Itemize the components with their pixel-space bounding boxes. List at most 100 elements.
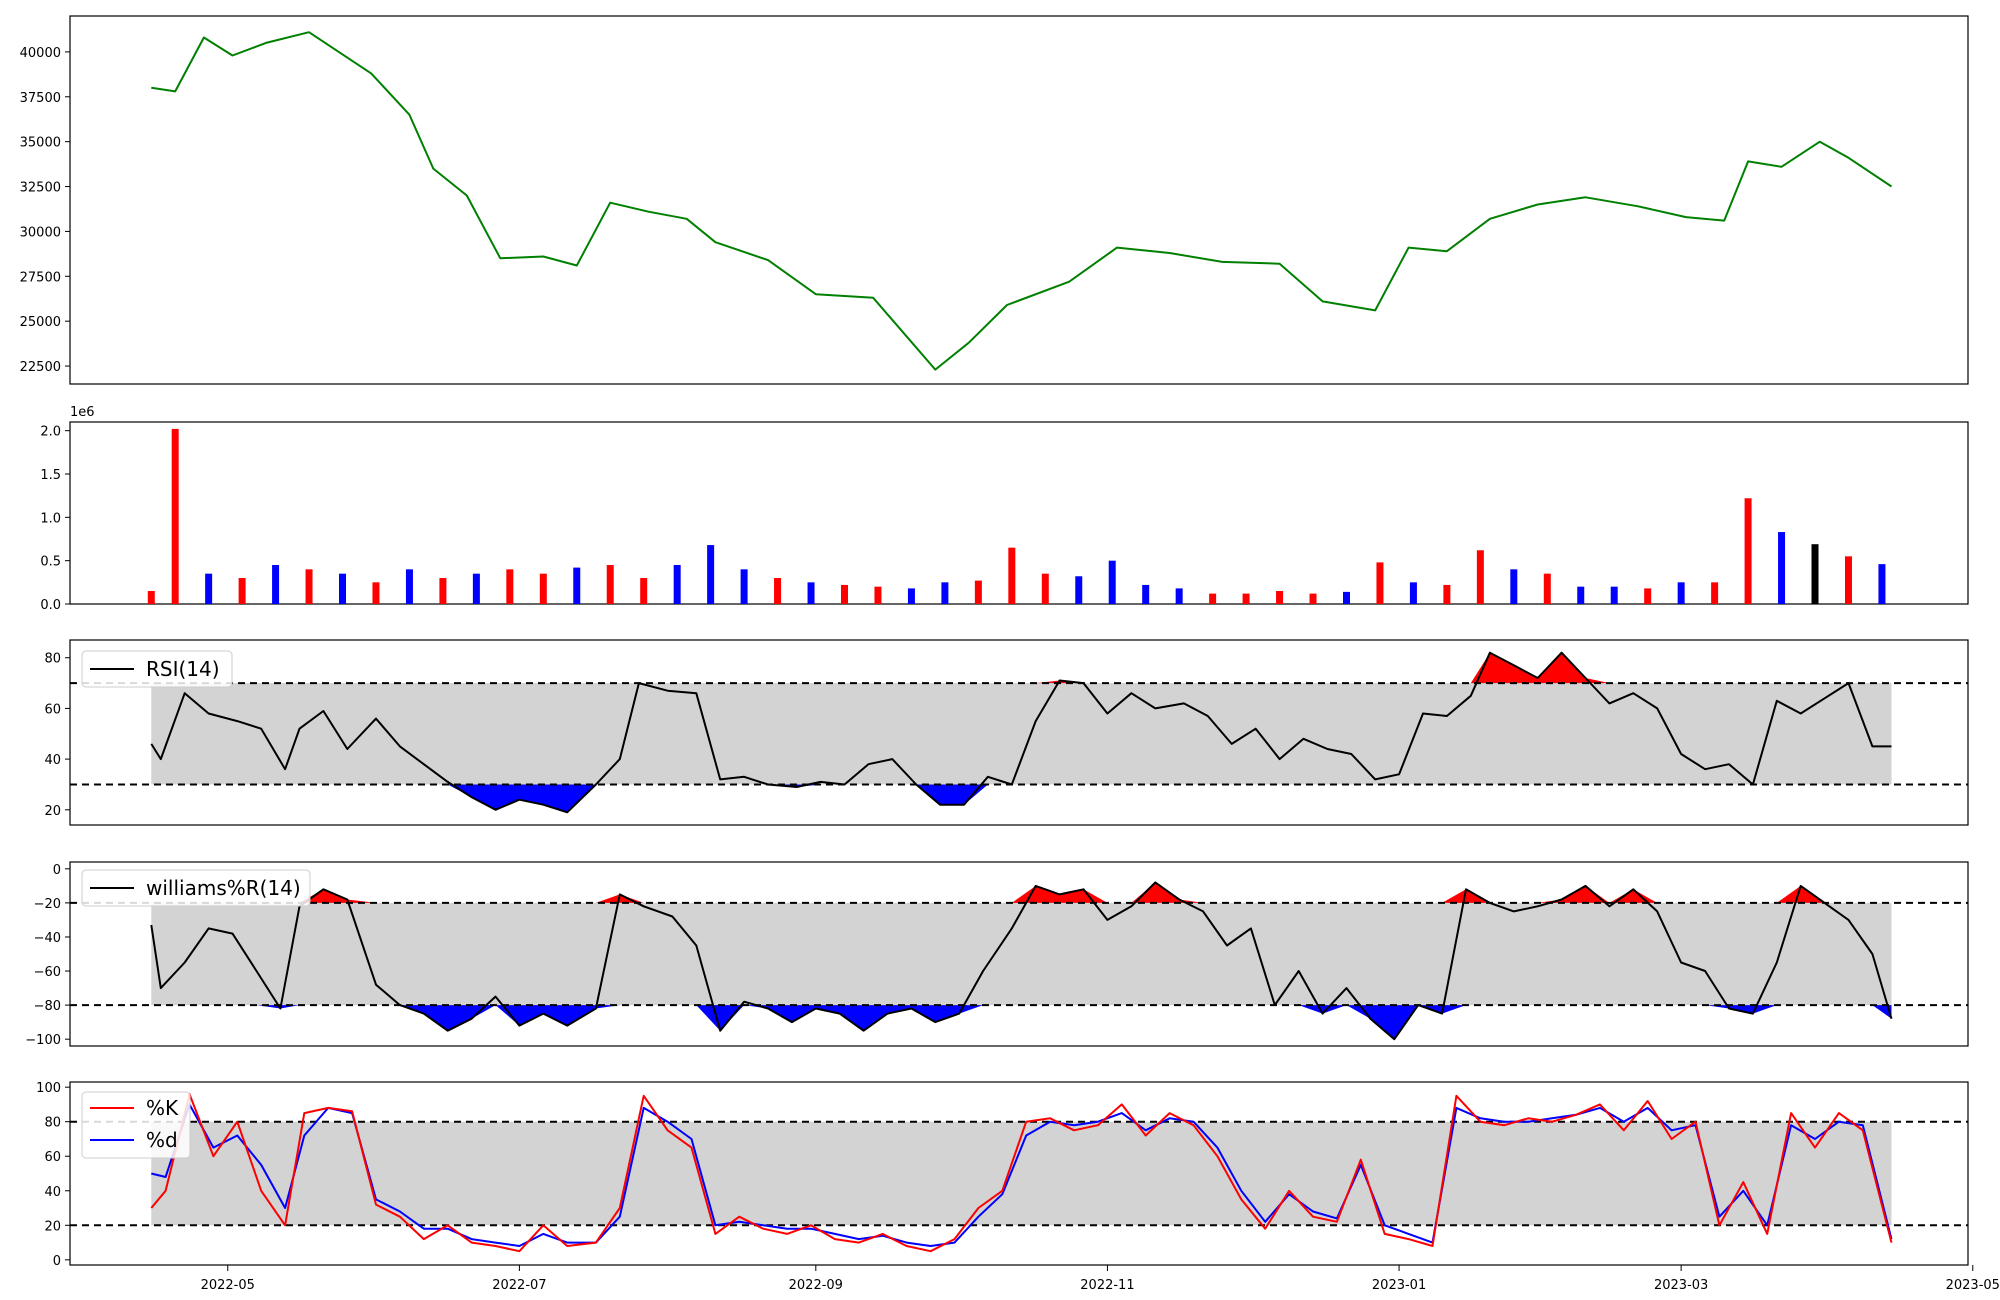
volume-bar xyxy=(1008,547,1016,604)
volume-bar xyxy=(606,565,614,604)
volume-bar xyxy=(1142,584,1150,604)
price-ytick-label: 27500 xyxy=(20,270,61,285)
k-legend-label: %K xyxy=(146,1096,179,1120)
volume-ytick-label: 0.5 xyxy=(40,555,61,570)
rsi-line xyxy=(150,651,1892,814)
price-frame xyxy=(69,15,1969,385)
volume-bar xyxy=(1711,582,1719,604)
volume-bar xyxy=(1443,584,1451,604)
rsi-oversold-fill xyxy=(151,784,1892,813)
rsi-panel: 20 40 60 80 xyxy=(44,639,1969,826)
volume-bar xyxy=(472,573,480,604)
volume-bar xyxy=(339,573,347,604)
price-ytick-label: 22500 xyxy=(20,360,61,375)
volume-bar xyxy=(941,582,949,604)
stochastic-neutral-band xyxy=(151,1121,1892,1226)
price-ytick-label: 25000 xyxy=(20,315,61,330)
stochastic-d-line xyxy=(151,1103,1893,1247)
volume-ytick-label: 1.0 xyxy=(40,511,61,526)
stochastic-ytick-label: 20 xyxy=(44,1219,61,1234)
volume-bar xyxy=(1476,550,1484,604)
price-ytick-label: 40000 xyxy=(20,46,61,61)
x-tick-label: 2023-03 xyxy=(1654,1278,1708,1293)
volume-bar xyxy=(1510,569,1518,604)
rsi-ytick-label: 80 xyxy=(44,652,61,667)
williams-ytick-label: −80 xyxy=(34,999,61,1014)
volume-bar xyxy=(774,578,782,604)
volume-bar xyxy=(1844,556,1852,604)
williams-panel: 0 −20 −40 −60 −80 −100 xyxy=(25,861,1969,1048)
volume-bar xyxy=(707,545,715,604)
volume-ytick-label: 1.5 xyxy=(40,468,61,483)
volume-bar xyxy=(840,584,848,604)
volume-multiplier-label: 1e6 xyxy=(70,405,95,420)
volume-bar xyxy=(1175,588,1183,604)
volume-bar xyxy=(1409,582,1417,604)
volume-bar xyxy=(1878,564,1886,604)
x-tick-label: 2022-11 xyxy=(1080,1278,1134,1293)
price-line xyxy=(151,31,1893,371)
stochastic-ytick-label: 0 xyxy=(53,1254,61,1269)
x-tick-label: 2023-01 xyxy=(1372,1278,1426,1293)
volume-bar xyxy=(807,582,815,604)
volume-bar xyxy=(1778,532,1786,604)
volume-bar xyxy=(439,578,447,604)
rsi-ytick-label: 20 xyxy=(44,804,61,819)
stochastic-ytick-label: 40 xyxy=(44,1185,61,1200)
volume-bar xyxy=(1610,586,1618,604)
stochastic-panel: 0 20 40 60 80 100 xyxy=(36,1081,1969,1269)
d-legend-label: %d xyxy=(146,1128,178,1152)
x-axis: 2022-05 2022-07 2022-09 2022-11 2023-01 2023-… xyxy=(201,1265,2000,1293)
volume-bar xyxy=(1811,544,1819,604)
rsi-overbought-fill xyxy=(151,652,1892,684)
rsi-ytick-label: 40 xyxy=(44,753,61,768)
volume-bar xyxy=(1309,593,1317,604)
volume-bar xyxy=(372,582,380,604)
rsi-ytick-label: 60 xyxy=(44,702,61,717)
williams-neutral-band xyxy=(151,902,1892,1006)
x-tick-label: 2022-09 xyxy=(789,1278,843,1293)
volume-bar xyxy=(539,573,547,604)
volume-bar xyxy=(1543,573,1551,604)
volume-bar xyxy=(1376,562,1384,604)
volume-bar xyxy=(1644,588,1652,604)
williams-frame xyxy=(69,861,1969,1047)
volume-bar xyxy=(1209,593,1217,604)
williams-legend: williams%R(14) xyxy=(81,869,311,907)
williams-legend-label: williams%R(14) xyxy=(146,876,301,900)
volume-bar xyxy=(171,428,179,604)
volume-bar xyxy=(907,588,915,604)
stochastic-legend: %K %d xyxy=(81,1091,191,1159)
volume-bar xyxy=(573,567,581,604)
x-tick-label: 2023-05 xyxy=(1946,1278,2000,1293)
stochastic-ytick-label: 60 xyxy=(44,1150,61,1165)
volume-frame xyxy=(69,421,1969,605)
williams-ytick-label: −60 xyxy=(34,965,61,980)
volume-bar xyxy=(506,569,514,604)
volume-bar xyxy=(640,578,648,604)
volume-bar xyxy=(1041,573,1049,604)
volume-bar xyxy=(1242,593,1250,604)
volume-bar xyxy=(740,569,748,604)
volume-panel: 0.0 0.5 1.0 1.5 2.0 xyxy=(40,421,1969,613)
volume-bar xyxy=(238,578,246,604)
x-tick-label: 2022-07 xyxy=(492,1278,546,1293)
price-ytick-label: 32500 xyxy=(20,181,61,196)
stochastic-frame xyxy=(69,1081,1969,1266)
volume-bar xyxy=(673,565,681,604)
volume-bar xyxy=(1075,576,1083,604)
stochastic-ytick-label: 100 xyxy=(36,1081,61,1096)
volume-bar xyxy=(874,586,882,604)
volume-bar xyxy=(205,573,213,604)
williams-line xyxy=(150,881,1893,1041)
volume-bar xyxy=(405,569,413,604)
price-ytick-label: 37500 xyxy=(20,91,61,106)
stochastic-k-line xyxy=(150,1093,1893,1253)
volume-bar xyxy=(1108,560,1116,604)
williams-ytick-label: −100 xyxy=(25,1033,61,1048)
rsi-legend-label: RSI(14) xyxy=(146,657,220,681)
volume-bar xyxy=(272,565,280,604)
volume-bar xyxy=(147,591,155,604)
price-ytick-label: 30000 xyxy=(20,225,61,240)
volume-ytick-label: 2.0 xyxy=(40,425,61,440)
